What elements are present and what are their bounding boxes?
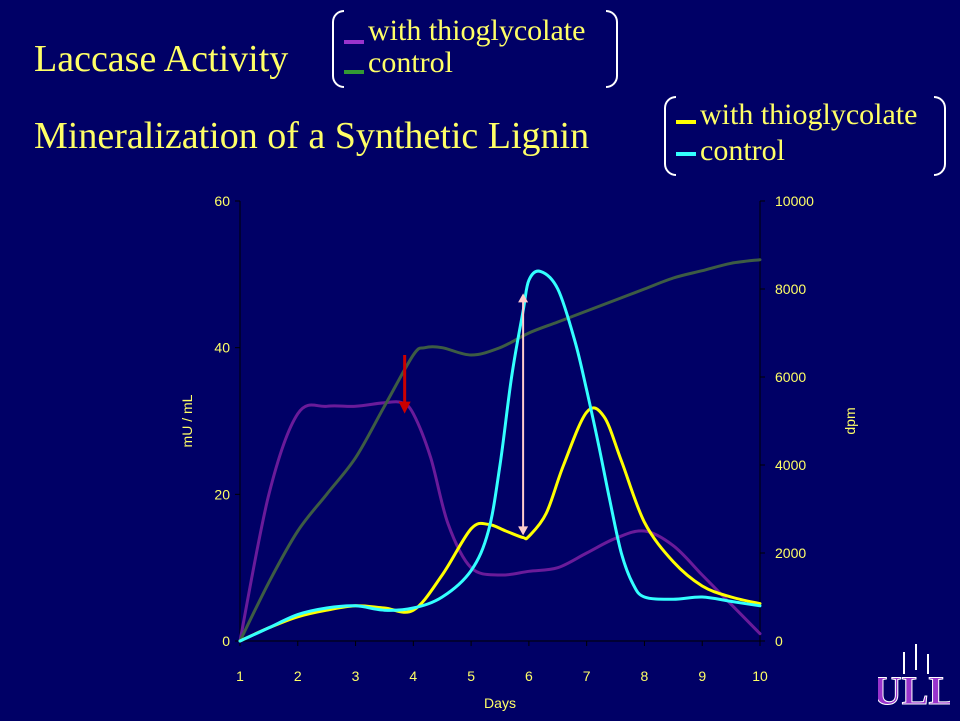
mineralization-title: Mineralization of a Synthetic Lignin	[34, 115, 590, 157]
legend-label-thioglycolate: with thioglycolate	[700, 98, 918, 131]
legend-swatch-control	[676, 152, 696, 156]
y-left-tick-label: 40	[214, 340, 230, 356]
svg-text:ULL: ULL	[878, 668, 950, 713]
y-axis-label-right: dpm	[842, 407, 858, 434]
x-tick-label: 6	[525, 668, 533, 684]
y-left-tick-label: 20	[214, 486, 230, 502]
y-left-tick-label: 0	[222, 633, 230, 649]
legend-swatch-thioglycolate	[676, 120, 696, 124]
x-axis-label: Days	[484, 695, 516, 711]
y-left-tick-label: 60	[214, 193, 230, 209]
annotation-arrow-head	[398, 401, 411, 414]
y-right-tick-label: 6000	[775, 369, 806, 385]
annotation-double-arrow-head-bottom	[518, 526, 529, 536]
y-right-tick-label: 8000	[775, 281, 806, 297]
x-tick-label: 2	[294, 668, 302, 684]
laccase-title: Laccase Activity	[34, 38, 289, 80]
legend-swatch-thioglycolate	[344, 40, 364, 44]
y-right-tick-label: 0	[775, 633, 783, 649]
series-line-3	[238, 406, 762, 643]
x-tick-label: 3	[352, 668, 360, 684]
x-tick-label: 5	[467, 668, 475, 684]
legend-label-control: control	[700, 134, 785, 167]
annotation-double-arrow-head-top	[518, 293, 529, 303]
x-tick-label: 10	[752, 668, 768, 684]
ull-logo: ULL	[872, 640, 956, 716]
series-line-2	[238, 258, 762, 643]
x-tick-label: 7	[583, 668, 591, 684]
x-tick-label: 4	[409, 668, 417, 684]
mineralization-legend: with thioglycolate control	[664, 96, 946, 176]
legend-label-thioglycolate: with thioglycolate	[368, 14, 586, 47]
y-right-tick-label: 10000	[775, 193, 814, 209]
laccase-legend: with thioglycolate control	[332, 10, 618, 88]
legend-label-control: control	[368, 46, 453, 79]
y-right-tick-label: 2000	[775, 545, 806, 561]
legend-swatch-control	[344, 70, 364, 74]
y-axis-label-left: mU / mL	[179, 394, 195, 447]
x-tick-label: 8	[641, 668, 649, 684]
x-tick-label: 1	[236, 668, 244, 684]
y-right-tick-label: 4000	[775, 457, 806, 473]
series-line-1	[238, 400, 762, 643]
x-tick-label: 9	[698, 668, 706, 684]
series-line-4	[238, 269, 762, 643]
